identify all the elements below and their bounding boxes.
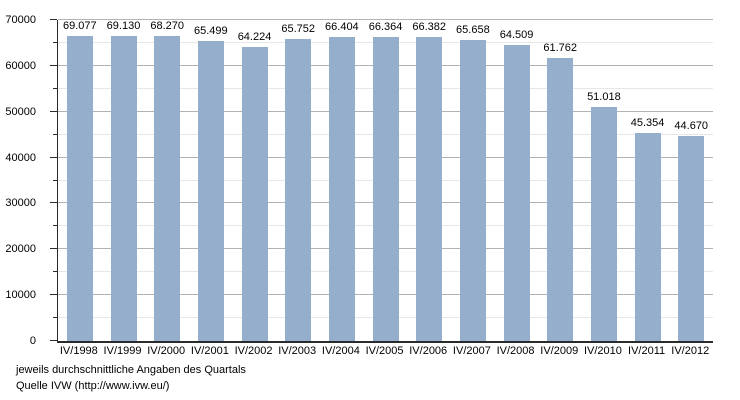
x-tick-label: IV/2007 [452,345,491,357]
bar [590,107,617,341]
y-axis-tick [50,156,57,158]
bar [416,36,443,341]
bar-slot: 69.130 [102,20,146,341]
bar-slot: 64.509 [495,20,539,341]
bar [66,36,93,341]
bar-value-label: 61.762 [543,41,578,54]
bar-value-label: 66.364 [368,20,403,33]
plot-area: 69.077 69.130 68.270 65.499 64.224 65.752 66.4… [50,19,713,343]
x-tick-label: IV/2000 [147,345,186,357]
x-tick-label: IV/2001 [190,345,229,357]
x-tick-label: IV/1998 [59,345,98,357]
footer-note: jeweils durchschnittliche Angaben des Qu… [16,364,246,376]
bar [634,133,661,341]
y-tick-label: 20000 [5,243,36,256]
y-axis-labels: 0 10000 20000 30000 40000 50000 60000 70000 [0,14,48,347]
y-axis-tick [53,271,57,273]
bar [328,36,355,341]
bar-value-label: 65.752 [281,23,316,36]
bar-slot: 65.752 [276,20,320,341]
bar [459,39,486,341]
y-axis-tick [50,294,57,296]
y-axis-tick [50,248,57,250]
y-tick-label: 60000 [5,59,36,72]
bar [547,57,574,341]
x-tick-label: IV/2002 [234,345,273,357]
y-axis-tick [53,133,57,135]
y-axis-tick [50,340,57,341]
bar-slot: 51.018 [582,20,626,341]
footer-source: Quelle IVW (http://www.ivw.eu/) [16,380,170,392]
bar-value-label: 64.224 [237,30,272,43]
y-tick-label: 70000 [5,14,36,26]
x-tick-label: IV/2012 [671,345,710,357]
x-tick-label: IV/2008 [496,345,535,357]
bar-slot: 66.382 [407,20,451,341]
bar [503,45,530,341]
bar [678,136,705,341]
bar-slot: 64.224 [233,20,277,341]
y-tick-label: 0 [29,335,36,347]
y-axis-tick [53,225,57,227]
x-tick-label: IV/2006 [409,345,448,357]
y-tick-label: 40000 [5,151,36,164]
y-axis-tick [53,41,57,43]
bar-value-label: 65.499 [194,24,228,37]
bar-value-label: 69.130 [106,20,141,32]
x-tick-label: IV/2010 [583,345,622,357]
y-axis-tick [50,64,57,66]
bar-value-label: 66.404 [325,20,359,33]
bar [285,39,312,341]
bar [197,40,224,341]
y-tick-label: 50000 [5,105,36,118]
y-tick-label: 30000 [5,197,36,210]
bar-slot: 61.762 [538,20,582,341]
bar-slot: 69.077 [58,20,102,341]
x-tick-label: IV/2011 [628,345,666,357]
bar-value-label: 65.658 [456,23,490,36]
x-tick-label: IV/2004 [321,345,360,357]
x-tick-label: IV/2003 [278,345,317,357]
bar-slot: 44.670 [669,20,713,341]
bar-value-label: 64.509 [499,29,534,42]
bar-value-label: 66.382 [412,20,447,33]
y-axis-tick [53,179,57,181]
bar-value-label: 68.270 [150,20,184,32]
x-axis-labels: IV/1998 IV/1999 IV/2000 IV/2001 IV/2002 IV/20… [57,345,712,357]
bar-slot: 66.364 [364,20,408,341]
y-axis-tick [53,87,57,89]
gridline-major [58,19,713,20]
x-tick-label: IV/2009 [540,345,579,357]
bar-value-label: 69.077 [63,20,97,32]
bar [110,36,137,341]
bar [372,36,399,341]
x-tick-label: IV/2005 [365,345,404,357]
bar [154,36,181,341]
y-axis-tick [50,19,57,20]
y-axis-tick [50,110,57,112]
x-tick-label: IV/1999 [103,345,142,357]
y-tick-label: 10000 [5,289,36,302]
bar-slot: 45.354 [626,20,670,341]
bar [241,46,268,341]
bar-value-label: 45.354 [630,117,665,130]
bars-row: 69.077 69.130 68.270 65.499 64.224 65.752 66.4… [58,20,713,341]
bar-value-label: 44.670 [674,120,709,133]
bar-slot: 68.270 [145,20,189,341]
y-axis-tick [50,202,57,204]
y-axis-tick [53,317,57,319]
bar-slot: 66.404 [320,20,364,341]
chart-footer: jeweils durchschnittliche Angaben des Qu… [16,362,246,394]
bar-value-label: 51.018 [587,91,621,104]
bar-slot: 65.658 [451,20,495,341]
bar-slot: 65.499 [189,20,233,341]
